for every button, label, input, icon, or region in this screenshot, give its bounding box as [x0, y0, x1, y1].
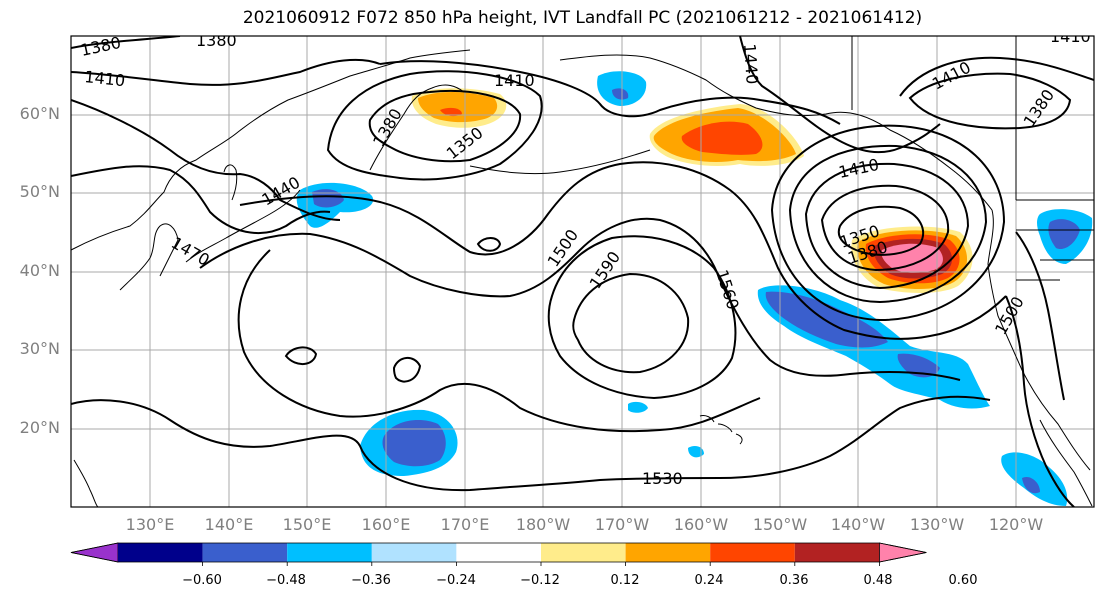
negative-ivt-core-japan: [312, 189, 344, 208]
colorbar-segment: [118, 543, 203, 562]
negative-ivt-core-bering: [612, 88, 629, 100]
latitude-label: 20°N: [19, 418, 60, 437]
contour-1500-east: [1005, 295, 1075, 507]
colorbar-extend-min: [70, 542, 119, 563]
colorbar-extend-max: [879, 542, 927, 563]
colorbar-tick-label: −0.60: [182, 573, 222, 588]
colorbar-tick-label: −0.24: [436, 573, 476, 588]
colorbar-tick-label: 0.36: [779, 573, 809, 588]
contour-1470-west: [71, 165, 331, 234]
longitude-label: 160°W: [673, 515, 729, 534]
latitude-label: 60°N: [19, 104, 60, 123]
contour-1530-small-b: [392, 357, 422, 383]
latitude-label: 30°N: [19, 339, 60, 358]
philippines-coastline: [73, 459, 99, 507]
contour-label: 1440: [740, 43, 762, 85]
contour-label: 1410: [494, 71, 535, 90]
colorbar-outline: [70, 542, 927, 563]
colorbar: [70, 542, 927, 566]
contour-1410-nw: [71, 58, 381, 86]
contour-1530-midlat: [199, 217, 961, 381]
contour-1560: [547, 235, 737, 400]
colorbar-tick-label: 0.60: [948, 573, 978, 588]
contour-1440-nw: [71, 99, 341, 221]
contour-cutoff-1440: [788, 144, 988, 304]
colorbar-tick-label: −0.12: [520, 573, 560, 588]
alaska-coastline: [559, 54, 993, 211]
contour-1410-northeast: [899, 56, 1094, 97]
contour-label: 1410: [1050, 27, 1091, 46]
longitude-label: 130°E: [125, 515, 175, 534]
contour-1410-north: [379, 60, 841, 125]
contour-1470-east: [1015, 231, 1065, 401]
longitude-label: 120°W: [988, 515, 1044, 534]
contour-1590: [572, 272, 690, 374]
contour-cutoff-1470: [770, 124, 1006, 322]
contour-1440-north: [739, 36, 941, 154]
baja-coastline: [1039, 419, 1093, 507]
colorbar-tick-label: 0.24: [694, 573, 724, 588]
longitude-label: 130°W: [909, 515, 965, 534]
contour-label: 1380: [196, 31, 237, 50]
contour-1500-small: [476, 237, 502, 252]
colorbar-segment: [625, 543, 711, 562]
latitude-label: 40°N: [19, 261, 60, 280]
colorbar-segment: [794, 543, 880, 562]
asia-coastline: [71, 49, 471, 251]
longitude-label: 160°E: [361, 515, 411, 534]
longitude-label: 140°E: [204, 515, 254, 534]
map-title: 2021060912 F072 850 hPa height, IVT Land…: [242, 8, 923, 28]
contour-1350-kamchatka: [368, 89, 522, 163]
longitude-label: 170°E: [440, 515, 490, 534]
contour-1380-nw: [71, 36, 181, 49]
colorbar-segment: [202, 543, 288, 562]
colorbar-tick-label: 0.12: [610, 573, 640, 588]
north-america-coastline: [987, 209, 1091, 471]
japan-coastline: [185, 164, 301, 263]
longitude-label: 180°W: [515, 515, 571, 534]
longitude-label: 150°W: [752, 515, 808, 534]
longitude-label: 170°W: [594, 515, 650, 534]
aleutian-islands: [469, 149, 651, 175]
contour-1530-small-a: [284, 346, 318, 365]
contour-cutoff-1380: [820, 184, 950, 272]
colorbar-tick-label: −0.48: [266, 573, 306, 588]
contour-1530-south: [237, 249, 761, 433]
contour-label: 1410: [84, 67, 126, 90]
contour-1380-northeast: [908, 72, 1072, 130]
contour-1530-bottom: [71, 395, 991, 492]
map-frame: [70, 35, 1095, 508]
contour-1380-kamchatka: [326, 70, 543, 181]
colorbar-segment: [371, 543, 457, 562]
coastlines: [71, 36, 1094, 507]
colorbar-segment: [541, 543, 626, 562]
korea-coastline: [119, 223, 179, 291]
us-state-borders: [1016, 229, 1094, 281]
latitude-label: 50°N: [19, 182, 60, 201]
contour-cutoff-1350: [837, 205, 925, 256]
colorbar-tick-label: −0.36: [351, 573, 391, 588]
contour-label: 1530: [642, 469, 683, 488]
colorbar-segment: [456, 543, 541, 562]
colorbar-segment: [710, 543, 795, 562]
hawaii-islands: [699, 415, 743, 445]
contour-1500-midlat: [239, 161, 1007, 340]
colorbar-segment: [287, 543, 372, 562]
contour-cutoff-1410: [804, 162, 970, 290]
canada-border: [851, 36, 1094, 201]
colorbar-tick-label: 0.48: [863, 573, 893, 588]
height-contours: [71, 36, 1094, 507]
longitude-label: 140°W: [830, 515, 886, 534]
longitude-label: 150°E: [282, 515, 332, 534]
